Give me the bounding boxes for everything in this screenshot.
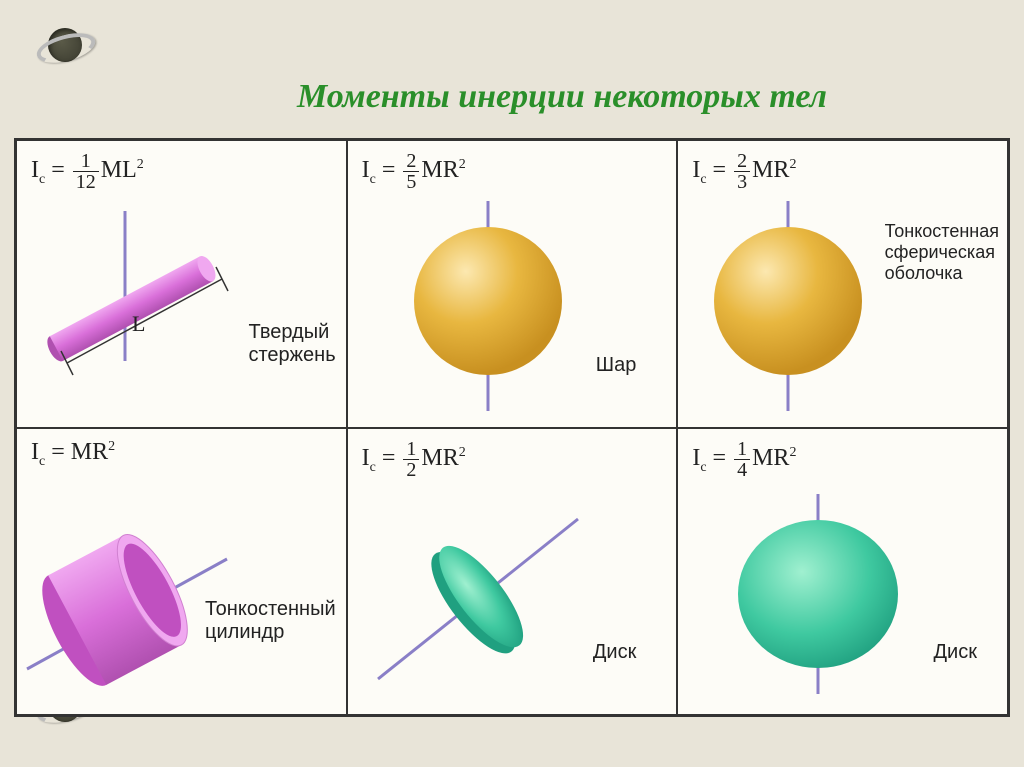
cell-hollow-cylinder: Ic = MR2 Тонкостенный цилиндр xyxy=(16,428,347,716)
cell-shell: Ic = 23MR2 Тонкостенная сферическая обол… xyxy=(677,140,1008,428)
formula-hollow-cylinder: Ic = MR2 xyxy=(31,439,115,470)
disk-diam-shape xyxy=(678,479,1008,709)
sphere-shape xyxy=(348,191,678,421)
cell-rod: Ic = 112ML2 Твердый стержень xyxy=(16,140,347,428)
disk-perp-shape xyxy=(348,479,678,709)
formula-sphere: Ic = 25MR2 xyxy=(362,151,466,192)
dimension-L: L xyxy=(132,311,145,336)
rod-shape: L xyxy=(17,191,237,401)
cell-disk-diam: Ic = 14MR2 Диск xyxy=(677,428,1008,716)
hollow-cylinder-shape xyxy=(17,479,237,709)
cell-disk-perp: Ic = 12MR2 Диск xyxy=(347,428,678,716)
page-title: Моменты инерции некоторых тел xyxy=(120,78,1004,116)
shell-shape xyxy=(678,191,1008,421)
inertia-table: Ic = 112ML2 Твердый стержень xyxy=(14,138,1010,717)
formula-disk-diam: Ic = 14MR2 xyxy=(692,439,796,480)
cell-sphere: Ic = 25MR2 Шар xyxy=(347,140,678,428)
formula-rod: Ic = 112ML2 xyxy=(31,151,144,192)
formula-disk-perp: Ic = 12MR2 xyxy=(362,439,466,480)
formula-shell: Ic = 23MR2 xyxy=(692,151,796,192)
